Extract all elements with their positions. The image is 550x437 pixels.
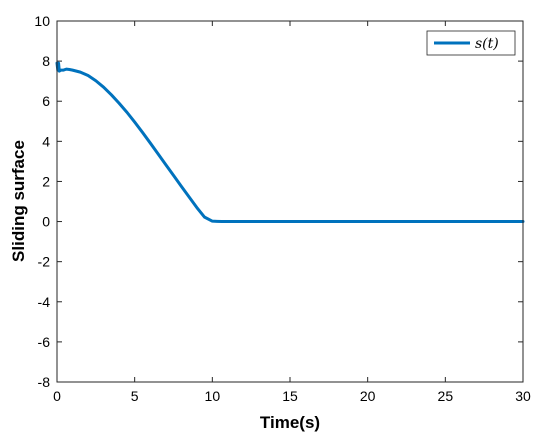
- x-tick-label: 25: [438, 388, 454, 404]
- y-tick-label: 8: [42, 53, 50, 69]
- series-layer: [55, 61, 525, 224]
- x-tick-label: 30: [515, 388, 531, 404]
- y-tick-label: 6: [42, 93, 50, 109]
- plot-area: [57, 21, 523, 382]
- y-tick-label: 10: [34, 13, 50, 29]
- legend-label: s(t): [475, 36, 499, 52]
- x-tick-label: 0: [53, 388, 61, 404]
- series-line: [55, 61, 525, 224]
- y-tick-label: 0: [42, 214, 50, 230]
- y-tick-label: 4: [42, 133, 50, 149]
- legend: s(t): [426, 30, 516, 56]
- y-tick-label: -4: [38, 294, 51, 310]
- x-tick-label: 20: [360, 388, 376, 404]
- x-tick-label: 15: [282, 388, 298, 404]
- x-tick-label: 10: [205, 388, 221, 404]
- y-tick-label: -2: [38, 254, 51, 270]
- x-axis-label: Time(s): [260, 413, 320, 432]
- y-axis-label: Sliding surface: [9, 140, 28, 262]
- y-tick-label: -6: [38, 334, 51, 350]
- x-tick-label: 5: [131, 388, 139, 404]
- y-tick-label: -8: [38, 374, 51, 390]
- y-tick-label: 2: [42, 173, 50, 189]
- plot-frame: [56, 20, 524, 383]
